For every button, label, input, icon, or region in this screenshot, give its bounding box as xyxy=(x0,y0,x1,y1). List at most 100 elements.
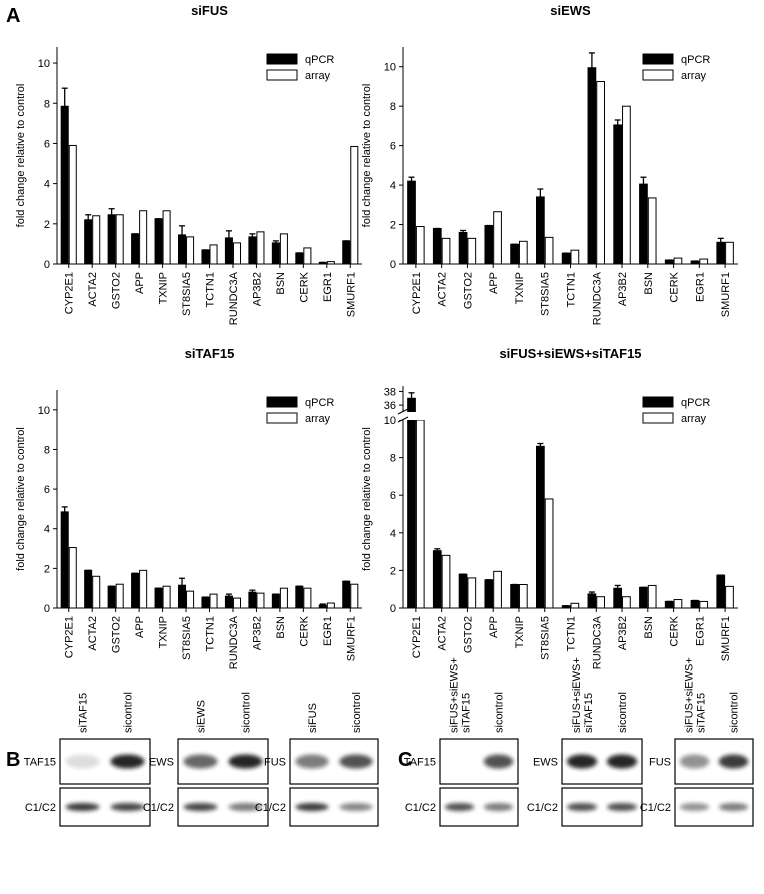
blot-band xyxy=(183,803,218,811)
x-tick-label: APP xyxy=(134,272,146,294)
bar xyxy=(622,596,631,609)
bar xyxy=(224,237,233,265)
x-tick-label: SMURF1 xyxy=(720,272,732,317)
x-tick-label: SMURF1 xyxy=(345,616,357,661)
chart-title: siEWS xyxy=(550,3,591,18)
error-bar xyxy=(272,240,279,243)
blot-band xyxy=(228,803,263,811)
bar xyxy=(60,105,69,265)
axis-break-gap xyxy=(397,412,738,420)
bar xyxy=(518,240,528,265)
y-tick-label: 0 xyxy=(44,259,50,271)
blot-band xyxy=(483,803,514,811)
bar xyxy=(441,237,451,265)
bar xyxy=(716,241,726,265)
error-bar xyxy=(717,237,724,243)
y-tick-label: 38 xyxy=(384,386,396,398)
x-tick-label: EGR1 xyxy=(322,616,334,646)
legend-label: array xyxy=(305,413,331,425)
bar xyxy=(342,240,351,265)
bar xyxy=(342,580,351,609)
panel-label: B xyxy=(6,749,20,771)
error-bar xyxy=(460,229,467,233)
y-tick-label: 4 xyxy=(390,528,396,540)
bar xyxy=(271,242,280,265)
bar xyxy=(587,67,597,265)
bar xyxy=(699,258,709,265)
x-tick-label: ST8SIA5 xyxy=(540,616,552,660)
bar xyxy=(84,569,93,609)
legend-label: qPCR xyxy=(681,397,710,409)
bar xyxy=(441,554,451,609)
blot-band xyxy=(718,803,749,811)
x-tick-label: BSN xyxy=(275,272,287,295)
x-tick-label: CYP2E1 xyxy=(64,616,76,658)
bar xyxy=(596,81,605,265)
bar xyxy=(639,183,648,265)
blot-band xyxy=(483,754,514,769)
legend-swatch xyxy=(266,396,298,408)
x-tick-label: CYP2E1 xyxy=(411,272,423,314)
bar xyxy=(256,231,265,265)
bar xyxy=(536,196,545,265)
blot-band xyxy=(228,754,263,769)
y-tick-label: 4 xyxy=(44,524,50,536)
y-tick-label: 10 xyxy=(38,58,50,70)
x-tick-label: RUNDC3A xyxy=(591,271,603,325)
panel-label: C xyxy=(398,749,412,771)
bar xyxy=(92,215,101,265)
panel-label: A xyxy=(6,5,20,27)
y-tick-label: 6 xyxy=(44,484,50,496)
x-tick-label: BSN xyxy=(275,616,287,639)
y-axis-label: fold change relative to control xyxy=(15,84,27,228)
x-tick-label: SMURF1 xyxy=(720,616,732,661)
bar xyxy=(68,547,77,609)
y-tick-label: 36 xyxy=(384,400,396,412)
x-tick-label: APP xyxy=(488,616,500,638)
bar xyxy=(107,585,116,609)
x-tick-label: RUNDC3A xyxy=(228,615,240,669)
bar xyxy=(484,579,494,609)
bar xyxy=(201,596,210,609)
blot-band xyxy=(110,803,145,811)
error-bar xyxy=(249,233,256,237)
error-bar xyxy=(588,52,595,68)
y-tick-label: 2 xyxy=(44,563,50,575)
x-tick-label: ACTA2 xyxy=(437,616,449,651)
bar xyxy=(725,241,734,265)
x-tick-label: EGR1 xyxy=(694,272,706,302)
row-label: TAF15 xyxy=(24,757,56,769)
bar xyxy=(467,237,477,265)
lane-label: siFUS+siEWS+ xyxy=(449,657,461,733)
x-tick-label: SMURF1 xyxy=(345,272,357,317)
x-tick-label: RUNDC3A xyxy=(591,615,603,669)
y-tick-label: 6 xyxy=(390,141,396,153)
legend-swatch xyxy=(266,69,298,81)
blot-band xyxy=(339,754,373,769)
lane-label: siTAF15 xyxy=(78,693,90,733)
bar xyxy=(115,214,124,265)
x-tick-label: ST8SIA5 xyxy=(540,272,552,316)
x-tick-label: CYP2E1 xyxy=(411,616,423,658)
blot-band xyxy=(65,803,100,811)
legend-label: array xyxy=(681,413,707,425)
bar xyxy=(518,584,528,609)
error-bar xyxy=(434,548,441,551)
bar xyxy=(493,570,502,609)
error-bar xyxy=(408,176,415,182)
row-label: C1/C2 xyxy=(405,802,436,814)
bar xyxy=(544,498,554,609)
x-tick-label: GSTO2 xyxy=(111,272,123,309)
blot-band xyxy=(679,803,710,811)
y-tick-label: 2 xyxy=(44,219,50,231)
bar xyxy=(690,599,700,609)
row-label: EWS xyxy=(149,757,174,769)
bar xyxy=(673,257,683,265)
x-tick-label: TCTN1 xyxy=(205,272,217,307)
x-tick-label: TXNIP xyxy=(514,272,526,304)
x-tick-label: CERK xyxy=(298,615,310,646)
error-bar xyxy=(537,442,544,447)
y-axis-label: fold change relative to control xyxy=(361,84,373,228)
axis-break xyxy=(397,416,409,423)
x-tick-label: RUNDC3A xyxy=(228,271,240,325)
